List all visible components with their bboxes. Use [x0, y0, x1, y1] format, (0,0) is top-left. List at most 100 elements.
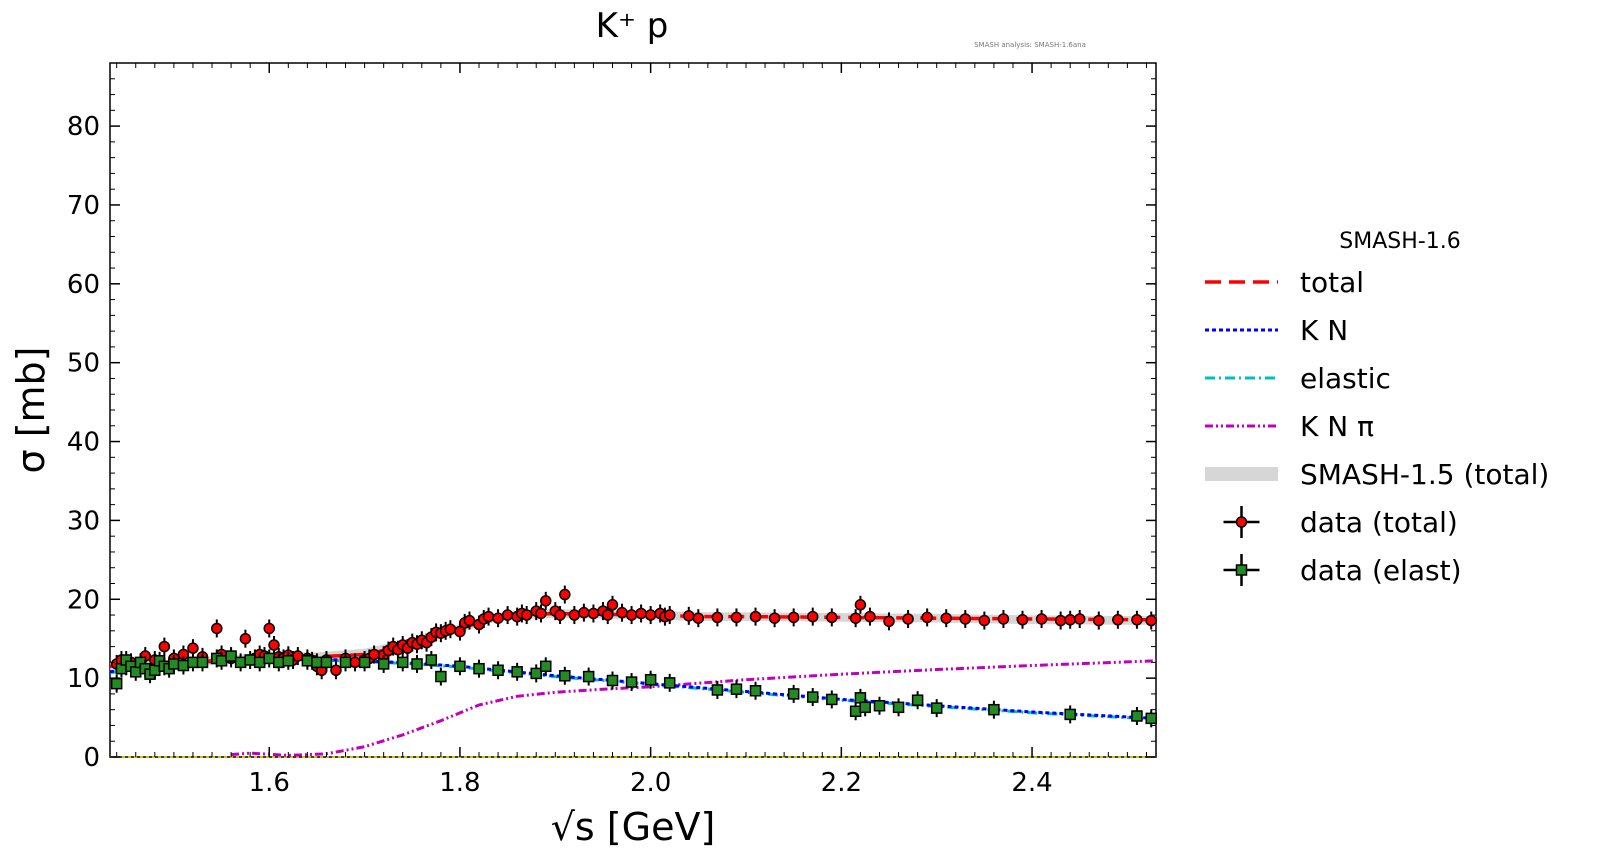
- data-point-elastic: [129, 666, 142, 678]
- data-point-elastic: [806, 691, 819, 703]
- x-tick-label: 2.4: [1011, 768, 1052, 798]
- x-axis-label: √s [GeV]: [551, 805, 716, 849]
- y-tick-label: 10: [67, 664, 100, 694]
- data-point-total: [683, 610, 695, 622]
- data-point-elastic: [473, 662, 485, 675]
- data-point-total: [978, 614, 991, 627]
- data-point-total: [187, 642, 199, 654]
- data-point-elastic: [435, 670, 447, 683]
- data-point-elastic: [225, 650, 237, 662]
- ticks-layer: 0 10 20 30 40 50 60 70 80 1.6 1.8 2.0 2.2 2.4: [67, 62, 1156, 798]
- data-point-elastic: [377, 658, 390, 670]
- series-line-k-n: [230, 659, 1157, 757]
- data-point-total: [826, 611, 838, 624]
- data-point-elastic: [244, 654, 256, 666]
- data-point-elastic: [149, 664, 161, 676]
- data-point-elastic: [263, 652, 275, 665]
- data-point-total: [482, 610, 495, 623]
- data-point-total: [849, 612, 862, 624]
- data-point-elastic: [930, 702, 943, 714]
- y-tick-label: 60: [67, 270, 100, 300]
- data-point-total: [635, 607, 647, 620]
- data-point-total: [578, 606, 590, 619]
- data-point-total: [1054, 614, 1067, 627]
- data-point-total: [606, 599, 619, 611]
- data-point-total: [854, 599, 867, 611]
- y-tick-label: 80: [67, 112, 100, 142]
- legend-label: SMASH-1.5 (total): [1300, 458, 1549, 491]
- data-point-elastic: [411, 658, 423, 670]
- data-point-elastic: [110, 677, 123, 690]
- data-point-elastic: [396, 656, 409, 669]
- data-point-elastic: [168, 658, 180, 670]
- chart-title: K⁺ p: [596, 6, 669, 46]
- data-point-total: [787, 611, 800, 624]
- data-point-total: [692, 612, 705, 624]
- series-layer: [109, 585, 1157, 758]
- data-point-elastic: [892, 701, 905, 714]
- data-point-elastic: [454, 660, 466, 673]
- legend: SMASH-1.6 total K N elastic K N π SMASH-1.5 …: [1205, 229, 1549, 587]
- x-tick-label: 2.2: [821, 768, 862, 798]
- data-point-elastic: [253, 656, 266, 669]
- legend-label: elastic: [1300, 362, 1391, 395]
- legend-item-data-total: data (total): [1223, 506, 1458, 539]
- data-point-elastic: [606, 674, 619, 687]
- data-point-elastic: [1064, 708, 1076, 721]
- legend-label: K N π: [1300, 410, 1374, 443]
- data-point-total: [601, 609, 614, 621]
- data-point-elastic: [196, 656, 209, 669]
- data-point-total: [368, 648, 380, 661]
- data-point-total: [1035, 613, 1048, 625]
- data-point-total: [959, 613, 972, 625]
- y-tick-label: 50: [67, 349, 100, 379]
- y-tick-label: 20: [67, 585, 100, 615]
- data-point-elastic: [644, 673, 657, 686]
- x-tick-label: 2.0: [630, 768, 671, 798]
- data-point-total: [292, 650, 304, 662]
- data-point-total: [540, 595, 552, 607]
- data-point-total: [501, 609, 514, 621]
- data-point-elastic: [492, 664, 504, 676]
- data-point-elastic: [282, 655, 295, 667]
- data-point-total: [1112, 614, 1124, 626]
- data-point-total: [568, 609, 581, 621]
- data-point-elastic: [859, 701, 871, 714]
- data-point-total: [1016, 614, 1029, 626]
- data-point-total: [587, 607, 600, 620]
- data-point-total: [349, 656, 361, 669]
- data-point-elastic: [873, 699, 886, 712]
- data-point-total: [1131, 614, 1143, 626]
- data-point-total: [921, 611, 933, 624]
- data-point-total: [492, 612, 504, 624]
- data-point-total: [749, 610, 762, 623]
- data-point-elastic: [1131, 710, 1143, 722]
- data-point-elastic: [358, 656, 371, 669]
- data-point-total: [1064, 614, 1076, 626]
- data-point-total: [211, 622, 223, 635]
- data-point-elastic: [849, 705, 862, 718]
- data-point-elastic: [582, 670, 595, 683]
- legend-marker-circle: [1235, 516, 1248, 528]
- legend-marker-square: [1235, 564, 1248, 576]
- data-point-total: [444, 623, 457, 635]
- y-tick-label: 40: [67, 428, 100, 458]
- data-point-elastic: [540, 660, 552, 673]
- data-point-elastic: [234, 656, 247, 669]
- y-tick-label: 70: [67, 191, 100, 221]
- data-point-total: [883, 615, 895, 628]
- data-point-elastic: [749, 685, 762, 697]
- data-point-elastic: [311, 656, 323, 669]
- data-point-elastic: [854, 692, 867, 704]
- legend-label: K N: [1300, 314, 1348, 347]
- data-point-total: [644, 609, 657, 621]
- data-point-total: [864, 610, 876, 623]
- data-point-total: [239, 632, 252, 645]
- data-point-total: [463, 614, 476, 627]
- data-point-elastic: [215, 655, 228, 667]
- data-point-total: [902, 613, 914, 625]
- watermark: SMASH analysis: SMASH-1.6ana: [974, 41, 1086, 49]
- legend-item-smash-1-5-total: SMASH-1.5 (total): [1205, 458, 1549, 491]
- data-point-total: [520, 609, 533, 621]
- data-point-elastic: [559, 670, 571, 682]
